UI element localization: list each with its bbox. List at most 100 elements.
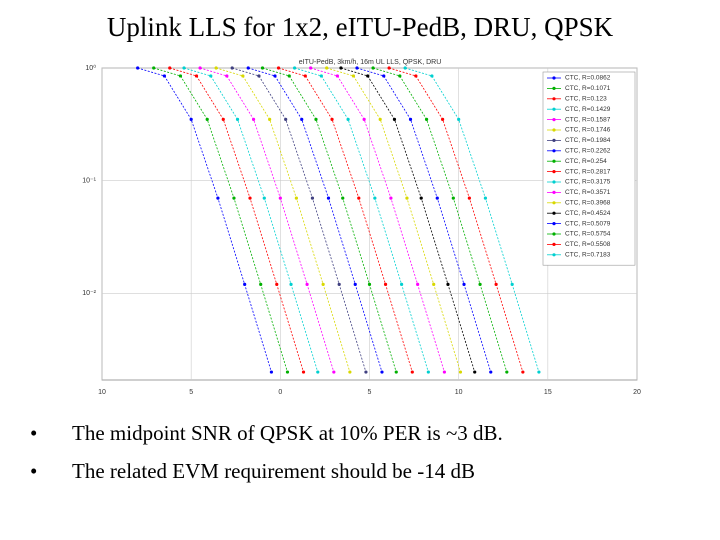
point [178,74,183,78]
slide-title: Uplink LLS for 1x2, eITU-PedB, DRU, QPSK [106,12,614,42]
point [260,66,265,70]
point [414,74,418,78]
x-tick-label: 5 [368,389,372,396]
point [214,66,218,70]
point [435,196,439,200]
series-line [169,67,304,373]
y-tick-label: 10⁻² [82,290,96,297]
bullet: The midpoint SNR of QPSK at 10% PER is ~… [30,414,503,452]
x-tick-label: 0 [278,389,282,396]
legend-label: CTC, R=0.1746 [565,127,611,134]
point [339,66,343,70]
legend-label: CTC, R=0.1984 [565,137,611,144]
legend-label: CTC, R=0.2817 [565,168,611,175]
point [382,74,386,78]
legend-label: CTC, R=0.3968 [565,200,611,207]
point [198,66,202,70]
point [366,74,370,78]
point [383,282,388,286]
point [478,282,482,286]
point [305,282,309,286]
legend-marker [552,118,556,122]
point [467,196,471,200]
point [537,370,541,374]
legend-marker [552,180,556,184]
legend-marker [552,253,556,257]
y-tick-label: 10⁻¹ [82,177,96,184]
point [357,196,361,200]
point [325,66,329,70]
point [442,370,446,374]
legend-label: CTC, R=0.254 [565,158,607,165]
point [136,66,140,70]
legend-label: CTC, R=0.4524 [565,210,611,217]
point [309,66,313,70]
legend-label: CTC, R=0.2262 [565,148,611,155]
legend-marker [552,97,556,101]
legend-label: CTC, R=0.1429 [565,106,611,113]
point [259,282,263,286]
series-line [278,67,413,373]
point [416,282,420,286]
point [276,66,281,70]
point [168,66,172,70]
point [341,196,345,200]
legend-marker [552,76,556,80]
point [230,66,234,70]
legend-marker [552,211,556,215]
legend-marker [552,242,556,246]
point [300,117,304,121]
point [378,117,382,121]
legend-marker [552,159,556,163]
point [303,74,307,78]
point [441,117,445,121]
series-line [232,67,367,373]
point [310,196,315,200]
point [335,74,339,78]
point [243,282,247,286]
legend-marker [552,170,556,174]
point [403,66,407,70]
x-tick-label: 5 [189,389,193,396]
point [189,117,193,121]
point [451,196,455,200]
series-line [356,67,492,373]
point [216,196,220,200]
legend-label: CTC, R=0.5079 [565,220,611,227]
point [405,196,409,200]
point [251,117,256,121]
point [337,282,341,286]
point [152,66,156,70]
point [262,196,266,200]
legend-label: CTC, R=0.1071 [565,85,611,92]
point [301,370,306,374]
series-line [340,67,476,373]
point [457,117,461,121]
point [319,74,323,78]
point [489,370,493,374]
point [268,117,272,121]
y-tick-label: 10⁰ [85,64,96,72]
point [373,196,377,200]
point [426,370,430,374]
series-line [326,67,461,373]
point [273,74,277,78]
point [294,196,298,200]
point [316,370,320,374]
point [419,196,423,200]
series-line [372,67,508,373]
point [483,196,488,200]
point [458,370,463,374]
point [209,74,213,78]
series-line [389,67,524,373]
point [248,196,252,200]
point [246,66,250,70]
point [400,282,404,286]
point [278,196,282,200]
legend-marker [552,232,556,236]
legend-label: CTC, R=0.7183 [565,252,611,259]
legend-label: CTC, R=0.123 [565,96,607,103]
point [257,74,261,78]
